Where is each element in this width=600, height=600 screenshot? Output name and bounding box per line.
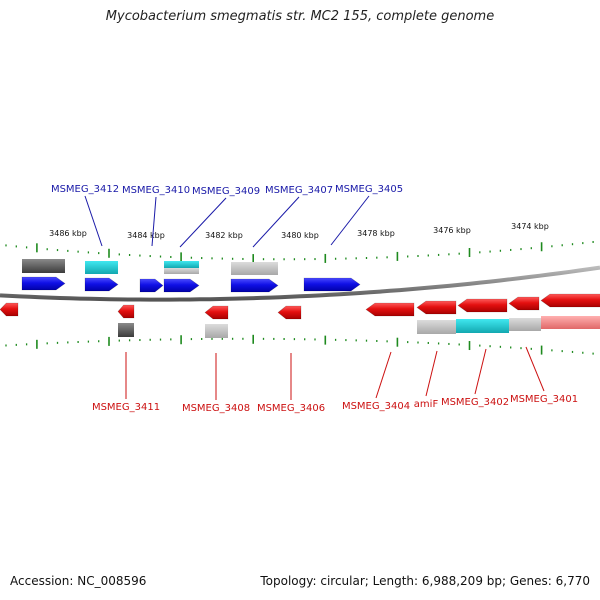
leader-line — [151, 196, 157, 247]
gene-label-amif[interactable]: amiF — [414, 399, 439, 410]
leader-line — [375, 351, 392, 399]
feature-bar[interactable] — [85, 261, 118, 274]
reverse-gene[interactable] — [365, 302, 415, 317]
leader-line — [330, 195, 370, 246]
gene-label-msmeg_3401[interactable]: MSMEG_3401 — [510, 394, 578, 405]
forward-gene[interactable] — [230, 278, 279, 293]
forward-gene[interactable] — [21, 276, 66, 291]
gene-label-msmeg_3409[interactable]: MSMEG_3409 — [192, 186, 260, 197]
gene-label-msmeg_3412[interactable]: MSMEG_3412 — [51, 184, 119, 195]
tick-label: 3474 kbp — [511, 222, 549, 231]
genome-summary-text: Topology: circular; Length: 6,988,209 bp… — [260, 574, 590, 588]
reverse-gene[interactable] — [277, 305, 302, 320]
reverse-gene[interactable] — [117, 304, 135, 319]
tick-label: 3478 kbp — [357, 229, 395, 238]
accession-text: Accession: NC_008596 — [10, 574, 147, 588]
feature-bar[interactable] — [22, 259, 65, 273]
reverse-gene[interactable] — [508, 296, 540, 311]
feature-bar[interactable] — [118, 323, 134, 337]
feature-bar[interactable] — [205, 324, 228, 338]
gene-label-msmeg_3402[interactable]: MSMEG_3402 — [441, 397, 509, 408]
gene-label-msmeg_3410[interactable]: MSMEG_3410 — [122, 185, 190, 196]
tick-label: 3480 kbp — [281, 231, 319, 240]
forward-gene[interactable] — [139, 278, 164, 293]
feature-bar[interactable] — [164, 268, 199, 274]
leader-line — [84, 195, 103, 247]
feature-bar[interactable] — [456, 319, 509, 333]
reverse-gene[interactable] — [0, 302, 19, 317]
reverse-gene[interactable] — [540, 293, 600, 308]
gene-label-msmeg_3404[interactable]: MSMEG_3404 — [342, 401, 410, 412]
feature-bar[interactable] — [509, 318, 541, 331]
gene-label-msmeg_3407[interactable]: MSMEG_3407 — [265, 185, 333, 196]
feature-bar[interactable] — [164, 261, 199, 268]
gene-label-msmeg_3411[interactable]: MSMEG_3411 — [92, 402, 160, 413]
reverse-gene[interactable] — [457, 298, 508, 313]
forward-gene[interactable] — [84, 277, 119, 292]
leader-line — [252, 196, 300, 248]
genome-backbone — [0, 265, 600, 302]
tick-label: 3484 kbp — [127, 231, 165, 240]
reverse-gene[interactable] — [204, 305, 229, 320]
feature-bar[interactable] — [541, 316, 600, 329]
tick-label: 3476 kbp — [433, 226, 471, 235]
leader-line — [525, 346, 545, 392]
gene-label-msmeg_3405[interactable]: MSMEG_3405 — [335, 184, 403, 195]
feature-bar[interactable] — [231, 262, 278, 275]
genome-title: Mycobacterium smegmatis str. MC2 155, co… — [105, 9, 495, 24]
reverse-gene[interactable] — [416, 300, 457, 315]
leader-line — [425, 350, 438, 397]
tick-label: 3486 kbp — [49, 229, 87, 238]
gene-label-msmeg_3406[interactable]: MSMEG_3406 — [257, 403, 325, 414]
forward-gene[interactable] — [303, 277, 361, 292]
leader-line — [474, 348, 487, 395]
tick-label: 3482 kbp — [205, 231, 243, 240]
leader-line — [179, 197, 227, 248]
gene-label-msmeg_3408[interactable]: MSMEG_3408 — [182, 403, 250, 414]
forward-gene[interactable] — [163, 278, 200, 293]
feature-bar[interactable] — [417, 320, 456, 334]
